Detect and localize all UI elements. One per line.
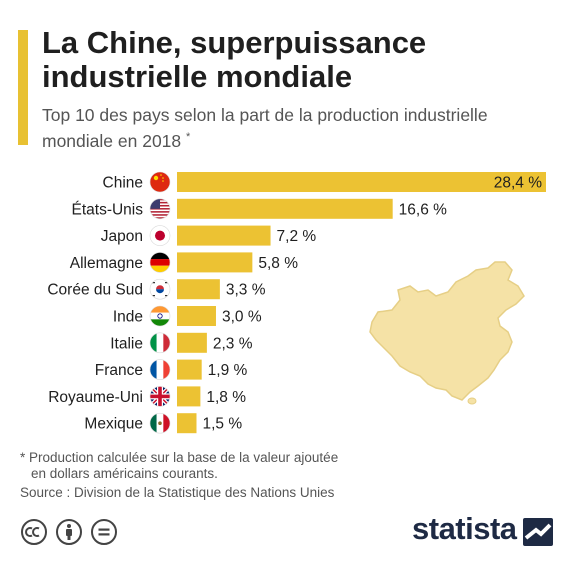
category-label: États-Unis <box>72 201 144 218</box>
bar <box>177 172 546 192</box>
title-accent-bar <box>18 30 28 145</box>
category-label: Mexique <box>84 416 143 433</box>
bar <box>177 386 201 407</box>
category-label: France <box>95 362 143 379</box>
south-korea-flag-icon <box>149 278 171 300</box>
category-label: Inde <box>113 309 143 326</box>
bar <box>177 306 216 326</box>
category-label: Japon <box>101 228 143 245</box>
footnote-line-1: * Production calculée sur la base de la … <box>20 450 339 465</box>
china-flag-icon <box>149 171 171 193</box>
value-label: 3,0 % <box>222 309 262 326</box>
bar <box>177 225 271 246</box>
india-flag-icon <box>149 305 171 327</box>
value-label: 28,4 % <box>494 175 542 192</box>
germany-flag-icon <box>149 252 171 273</box>
bar <box>177 359 202 380</box>
uk-flag-icon <box>149 386 171 407</box>
statista-logo-icon <box>523 518 553 546</box>
category-label: Royaume-Uni <box>48 389 143 406</box>
italy-flag-icon <box>149 332 171 354</box>
france-flag-icon <box>149 359 171 380</box>
page-title: La Chine, superpuissance industrielle mo… <box>42 25 427 94</box>
usa-flag-icon <box>149 198 171 220</box>
bar-chart: Chine 28,4 % États-Unis 16,6 % Japon 7,2 % All… <box>47 171 546 434</box>
china-map-icon <box>369 261 525 405</box>
category-label: Italie <box>110 335 143 352</box>
creative-commons-icon[interactable] <box>20 518 48 546</box>
bar <box>177 332 207 353</box>
attribution-icon[interactable] <box>55 518 83 546</box>
subtitle-text: Top 10 des pays selon la part de la prod… <box>42 105 488 151</box>
footnote-line-2: en dollars américains courants. <box>31 466 218 481</box>
value-label: 5,8 % <box>258 255 298 272</box>
value-label: 1,5 % <box>202 416 242 433</box>
value-label: 2,3 % <box>213 335 253 352</box>
statista-wordmark: statista <box>412 511 517 546</box>
category-label: Allemagne <box>70 255 143 272</box>
source-text: Source : Division de la Statistique des … <box>20 485 335 500</box>
subtitle-footnote-marker: * <box>186 131 191 143</box>
bar <box>177 413 197 434</box>
value-label: 3,3 % <box>226 282 266 299</box>
bar <box>177 198 393 219</box>
subtitle: Top 10 des pays selon la part de la prod… <box>42 104 562 152</box>
value-label: 1,8 % <box>206 389 246 406</box>
bar <box>177 252 253 273</box>
mexico-flag-icon <box>149 412 171 434</box>
footnote: * Production calculée sur la base de la … <box>20 450 540 482</box>
category-label: Corée du Sud <box>47 282 143 299</box>
value-label: 7,2 % <box>277 228 317 245</box>
bar <box>177 279 220 300</box>
category-label: Chine <box>103 175 144 192</box>
value-label: 16,6 % <box>399 201 447 218</box>
japan-flag-icon <box>149 225 171 246</box>
value-label: 1,9 % <box>208 362 248 379</box>
no-derivatives-icon[interactable] <box>90 518 118 546</box>
